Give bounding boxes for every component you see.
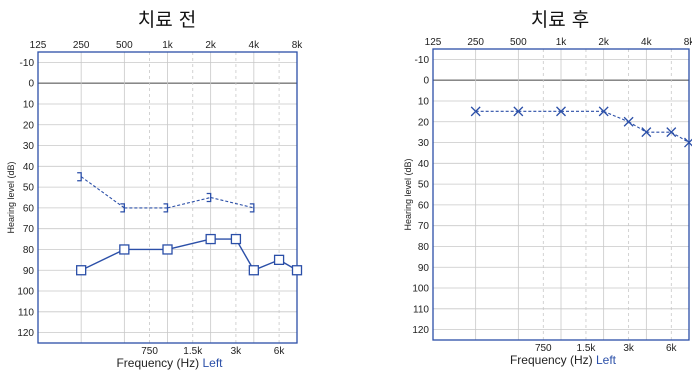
x-axis-label: Frequency (Hz) Left bbox=[116, 356, 223, 370]
data-point-bracket-marker bbox=[206, 192, 212, 203]
x-top-tick-label: 8k bbox=[684, 37, 692, 48]
data-point-x-marker bbox=[666, 127, 677, 138]
data-point-bracket-marker bbox=[120, 203, 125, 213]
data-point-bracket-marker bbox=[249, 203, 255, 213]
x-top-tick-label: 500 bbox=[116, 40, 133, 51]
data-point-square-marker bbox=[76, 265, 87, 276]
data-point-bracket-marker bbox=[163, 203, 169, 213]
series-line-segment bbox=[80, 176, 125, 209]
x-bottom-tick-label: 3k bbox=[623, 343, 635, 354]
series-line-segment bbox=[603, 110, 629, 123]
y-tick-label: 110 bbox=[413, 304, 429, 315]
y-tick-label: 100 bbox=[412, 284, 429, 295]
y-tick-label: 10 bbox=[23, 99, 35, 110]
plot-frame bbox=[432, 48, 690, 341]
data-point-bracket-marker bbox=[77, 172, 82, 182]
y-tick-label: 70 bbox=[418, 221, 430, 232]
y-tick-label: 40 bbox=[418, 159, 430, 170]
series-line-segment bbox=[80, 248, 125, 271]
x-axis-label: Frequency (Hz) Left bbox=[510, 353, 617, 367]
x-top-tick-label: 1k bbox=[162, 40, 174, 51]
data-point-square-marker bbox=[119, 244, 130, 255]
x-axis-label-text: Frequency (Hz) bbox=[510, 353, 593, 367]
y-tick-label: 20 bbox=[418, 117, 430, 128]
x-top-tick-label: 8k bbox=[292, 40, 304, 51]
y-tick-label: -10 bbox=[20, 58, 35, 69]
series-line-segment bbox=[235, 238, 255, 271]
series-line-segment bbox=[628, 121, 647, 133]
x-bottom-tick-label: 1.5k bbox=[577, 343, 597, 354]
ear-label: Left bbox=[593, 353, 617, 367]
x-top-tick-label: 250 bbox=[467, 37, 484, 48]
series-line-segment bbox=[167, 196, 211, 209]
x-top-tick-label: 4k bbox=[641, 37, 653, 48]
x-top-tick-label: 1k bbox=[556, 37, 568, 48]
y-tick-label: 70 bbox=[23, 224, 35, 235]
data-point-x-marker bbox=[641, 127, 652, 138]
data-point-square-marker bbox=[273, 254, 285, 266]
x-bottom-tick-label: 3k bbox=[231, 346, 243, 357]
data-point-square-marker bbox=[230, 233, 242, 245]
chart-title: 치료 후 bbox=[531, 9, 589, 31]
series-line-segment bbox=[167, 238, 211, 251]
series-line-segment bbox=[671, 131, 690, 144]
y-tick-label: 40 bbox=[23, 162, 35, 173]
data-point-square-marker bbox=[205, 233, 216, 245]
ear-label: Left bbox=[199, 356, 223, 370]
data-point-x-marker bbox=[684, 137, 692, 148]
y-axis-label: Hearing level (dB) bbox=[403, 158, 413, 230]
x-bottom-tick-label: 1.5k bbox=[183, 346, 203, 357]
data-point-x-marker bbox=[556, 106, 566, 117]
y-tick-label: 20 bbox=[23, 120, 35, 131]
y-tick-label: 0 bbox=[28, 79, 34, 90]
y-tick-label: 120 bbox=[17, 328, 34, 339]
y-tick-label: 30 bbox=[418, 138, 430, 149]
y-axis-label: Hearing level (dB) bbox=[6, 161, 16, 233]
data-point-square-marker bbox=[248, 265, 259, 276]
x-top-tick-label: 4k bbox=[249, 40, 261, 51]
y-tick-label: 90 bbox=[23, 266, 35, 277]
y-tick-label: 50 bbox=[418, 180, 430, 191]
chart-title: 치료 전 bbox=[138, 9, 196, 31]
x-top-tick-label: 125 bbox=[425, 37, 442, 48]
plot-frame bbox=[37, 51, 298, 344]
y-tick-label: 10 bbox=[418, 96, 430, 107]
data-point-x-marker bbox=[513, 106, 524, 117]
x-top-tick-label: 125 bbox=[30, 40, 47, 51]
x-bottom-tick-label: 6k bbox=[274, 346, 286, 357]
y-tick-label: 120 bbox=[412, 325, 429, 336]
x-bottom-tick-label: 750 bbox=[535, 343, 552, 354]
x-bottom-tick-label: 750 bbox=[141, 346, 158, 357]
series-line-segment bbox=[210, 196, 254, 209]
y-tick-label: 0 bbox=[423, 76, 429, 87]
y-tick-label: 60 bbox=[23, 203, 35, 214]
y-tick-label: 80 bbox=[23, 245, 35, 256]
data-point-square-marker bbox=[162, 244, 173, 255]
x-bottom-tick-label: 6k bbox=[666, 343, 678, 354]
data-point-x-marker bbox=[623, 116, 634, 127]
y-tick-label: 80 bbox=[418, 242, 430, 253]
data-point-x-marker bbox=[598, 106, 609, 117]
y-tick-label: 90 bbox=[418, 263, 430, 274]
x-top-tick-label: 500 bbox=[510, 37, 527, 48]
data-point-square-marker bbox=[291, 265, 303, 276]
x-top-tick-label: 250 bbox=[73, 40, 90, 51]
y-tick-label: 110 bbox=[18, 307, 34, 318]
y-tick-label: -10 bbox=[415, 55, 430, 66]
y-tick-label: 100 bbox=[17, 287, 34, 298]
x-axis-label-text: Frequency (Hz) bbox=[116, 356, 199, 370]
data-point-x-marker bbox=[470, 106, 481, 117]
y-tick-label: 30 bbox=[23, 141, 35, 152]
x-top-tick-label: 2k bbox=[598, 37, 610, 48]
y-tick-label: 60 bbox=[418, 200, 430, 211]
y-tick-label: 50 bbox=[23, 183, 35, 194]
x-top-tick-label: 2k bbox=[205, 40, 217, 51]
